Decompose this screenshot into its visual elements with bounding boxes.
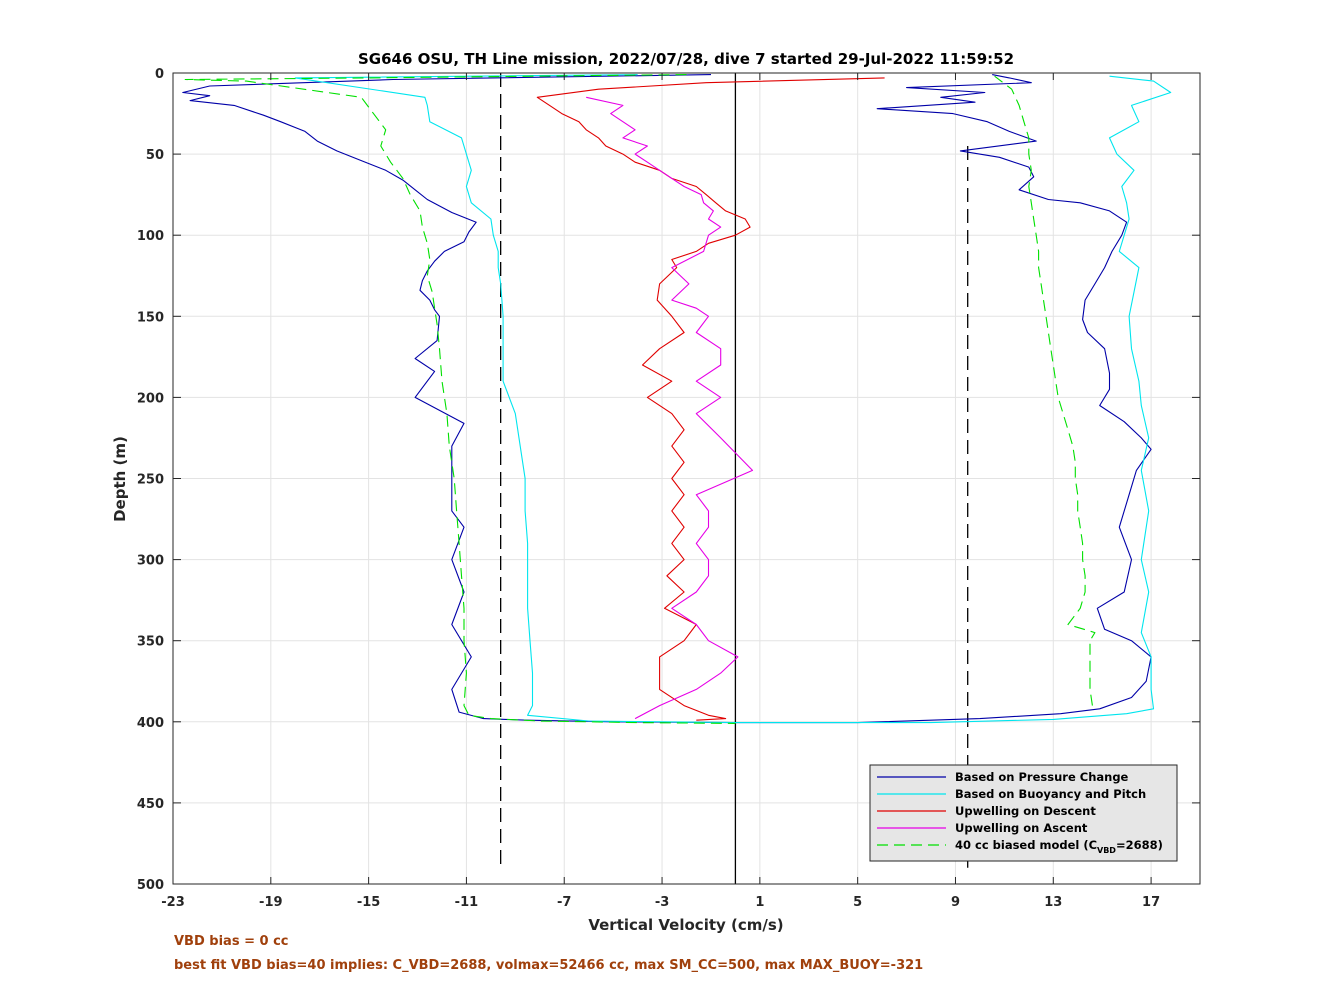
grid-lines bbox=[172, 72, 1200, 885]
vbd-bias-note: VBD bias = 0 cc bbox=[174, 934, 289, 949]
x-tick-label: 13 bbox=[1044, 895, 1062, 910]
y-tick-label: 100 bbox=[137, 229, 164, 244]
series-line-upwelling-on-ascent bbox=[586, 96, 754, 720]
legend-label: Based on Pressure Change bbox=[955, 770, 1129, 784]
legend: Based on Pressure Change Based on Buoyanc… bbox=[869, 764, 1178, 862]
y-tick-label: 50 bbox=[146, 148, 164, 163]
y-tick-label: 450 bbox=[137, 797, 164, 812]
x-tick-label: -23 bbox=[161, 895, 185, 910]
series-line-based-on-buoyancy-and-pitch bbox=[294, 74, 1172, 724]
x-tick-label: -3 bbox=[655, 895, 669, 910]
x-tick-label: 5 bbox=[853, 895, 862, 910]
y-tick-label: 350 bbox=[137, 635, 164, 650]
series-lines bbox=[182, 74, 1172, 724]
series-line-40-cc-biased-model-c-vbd-2688 bbox=[994, 75, 1096, 706]
y-tick-label: 150 bbox=[137, 310, 164, 325]
x-tick-label: -11 bbox=[455, 895, 479, 910]
axis-ticks: -23 -19 -15 -11 -7 -3 1 5 9 13 17 0 50 100 150 200 250 30… bbox=[137, 67, 1200, 910]
legend-label: 40 cc biased model (CVBD=2688) bbox=[955, 838, 1163, 855]
legend-label: Upwelling on Descent bbox=[955, 804, 1096, 818]
series-line-based-on-pressure-change bbox=[182, 74, 1152, 724]
x-tick-label: 1 bbox=[755, 895, 764, 910]
best-fit-note: best fit VBD bias=40 implies: C_VBD=2688… bbox=[174, 958, 924, 973]
y-tick-label: 250 bbox=[137, 473, 164, 488]
y-tick-label: 500 bbox=[137, 878, 164, 893]
legend-label: Based on Buoyancy and Pitch bbox=[955, 787, 1146, 801]
legend-label: Upwelling on Ascent bbox=[955, 821, 1088, 835]
series-line-40-cc-biased-model-c-vbd-2688 bbox=[184, 74, 736, 724]
y-tick-label: 400 bbox=[137, 716, 164, 731]
x-tick-label: -15 bbox=[357, 895, 381, 910]
x-tick-label: 17 bbox=[1142, 895, 1160, 910]
y-tick-label: 300 bbox=[137, 554, 164, 569]
x-axis-label: Vertical Velocity (cm/s) bbox=[588, 916, 783, 934]
y-axis-label: Depth (m) bbox=[111, 436, 129, 522]
x-tick-label: -19 bbox=[259, 895, 283, 910]
series-line-upwelling-on-descent bbox=[536, 77, 885, 721]
chart-title: SG646 OSU, TH Line mission, 2022/07/28, … bbox=[358, 50, 1014, 68]
y-tick-label: 200 bbox=[137, 391, 164, 406]
x-tick-label: -7 bbox=[557, 895, 571, 910]
y-tick-label: 0 bbox=[155, 67, 164, 82]
reference-lines bbox=[500, 73, 969, 884]
x-tick-label: 9 bbox=[951, 895, 960, 910]
